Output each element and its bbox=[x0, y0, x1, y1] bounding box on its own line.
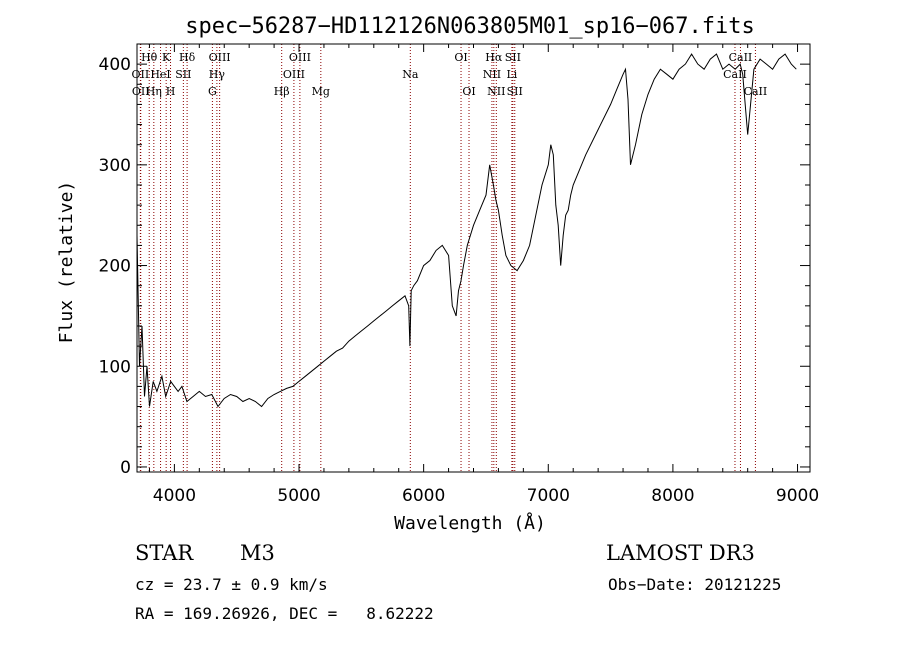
line-label: HeI bbox=[150, 68, 170, 81]
line-labels: Hθ OII OII K HeI Hη Hδ SII H OIII Hγ G OIII OIII Hβ Mg N… bbox=[132, 51, 768, 98]
line-label: Li bbox=[506, 68, 517, 81]
line-label: OII bbox=[132, 68, 150, 81]
line-label: SII bbox=[505, 51, 521, 64]
x-tick-label: 9000 bbox=[776, 486, 819, 506]
line-markers bbox=[139, 44, 756, 472]
obs-date-label: Obs−Date: 20121225 bbox=[608, 575, 781, 594]
line-label: CaII bbox=[723, 68, 747, 81]
x-tick-label: 7000 bbox=[527, 486, 570, 506]
line-label: SII bbox=[175, 68, 191, 81]
line-label: OIII bbox=[283, 68, 305, 81]
line-label: NII bbox=[487, 85, 505, 98]
line-label: K bbox=[162, 51, 171, 64]
line-label: Hα bbox=[485, 51, 503, 64]
y-tick-label: 100 bbox=[99, 357, 131, 377]
line-label: Hδ bbox=[179, 51, 196, 64]
line-label: Hη bbox=[146, 85, 162, 98]
line-label: CaII bbox=[744, 85, 768, 98]
line-label: G bbox=[208, 85, 217, 98]
line-label: OI bbox=[454, 51, 467, 64]
redshift-label: cz = 23.7 ± 0.9 km/s bbox=[135, 575, 328, 594]
plot-frame bbox=[136, 43, 811, 473]
x-tick-label: 4000 bbox=[153, 486, 196, 506]
x-tick-label: 8000 bbox=[651, 486, 694, 506]
line-label: CaII bbox=[729, 51, 753, 64]
spectrum-series-line bbox=[136, 53, 797, 408]
x-tick-label: 5000 bbox=[277, 486, 320, 506]
y-tick-label: 300 bbox=[99, 156, 131, 176]
line-label: NII bbox=[483, 68, 501, 81]
x-tick-label: 6000 bbox=[402, 486, 445, 506]
chart-title: spec−56287−HD112126N063805M01_sp16−067.f… bbox=[185, 14, 755, 39]
line-label: OII bbox=[132, 85, 150, 98]
line-label: Mg bbox=[312, 85, 330, 98]
x-axis-ticks: 4000 5000 6000 7000 8000 9000 bbox=[148, 44, 819, 506]
x-axis-label: Wavelength (Å) bbox=[394, 512, 546, 534]
line-label: H bbox=[166, 85, 176, 98]
line-label: Hγ bbox=[209, 68, 226, 81]
survey-label: LAMOST DR3 bbox=[606, 541, 755, 565]
y-axis-label: Flux (relative) bbox=[56, 181, 77, 344]
line-label: SII bbox=[507, 85, 523, 98]
y-tick-label: 400 bbox=[99, 55, 131, 75]
object-class: STAR bbox=[135, 541, 194, 565]
y-axis-ticks: 0 100 200 300 400 bbox=[99, 55, 810, 478]
y-tick-label: 0 bbox=[120, 458, 131, 478]
line-label: Na bbox=[402, 68, 419, 81]
object-subclass: M3 bbox=[240, 541, 275, 565]
line-label: Hθ bbox=[141, 51, 158, 64]
line-label: OIII bbox=[289, 51, 311, 64]
line-label: Hβ bbox=[274, 85, 290, 98]
coordinates-label: RA = 169.26926, DEC = 8.62222 bbox=[135, 604, 434, 623]
line-label: OI bbox=[462, 85, 475, 98]
line-label: OIII bbox=[209, 51, 231, 64]
y-tick-label: 200 bbox=[99, 257, 131, 277]
